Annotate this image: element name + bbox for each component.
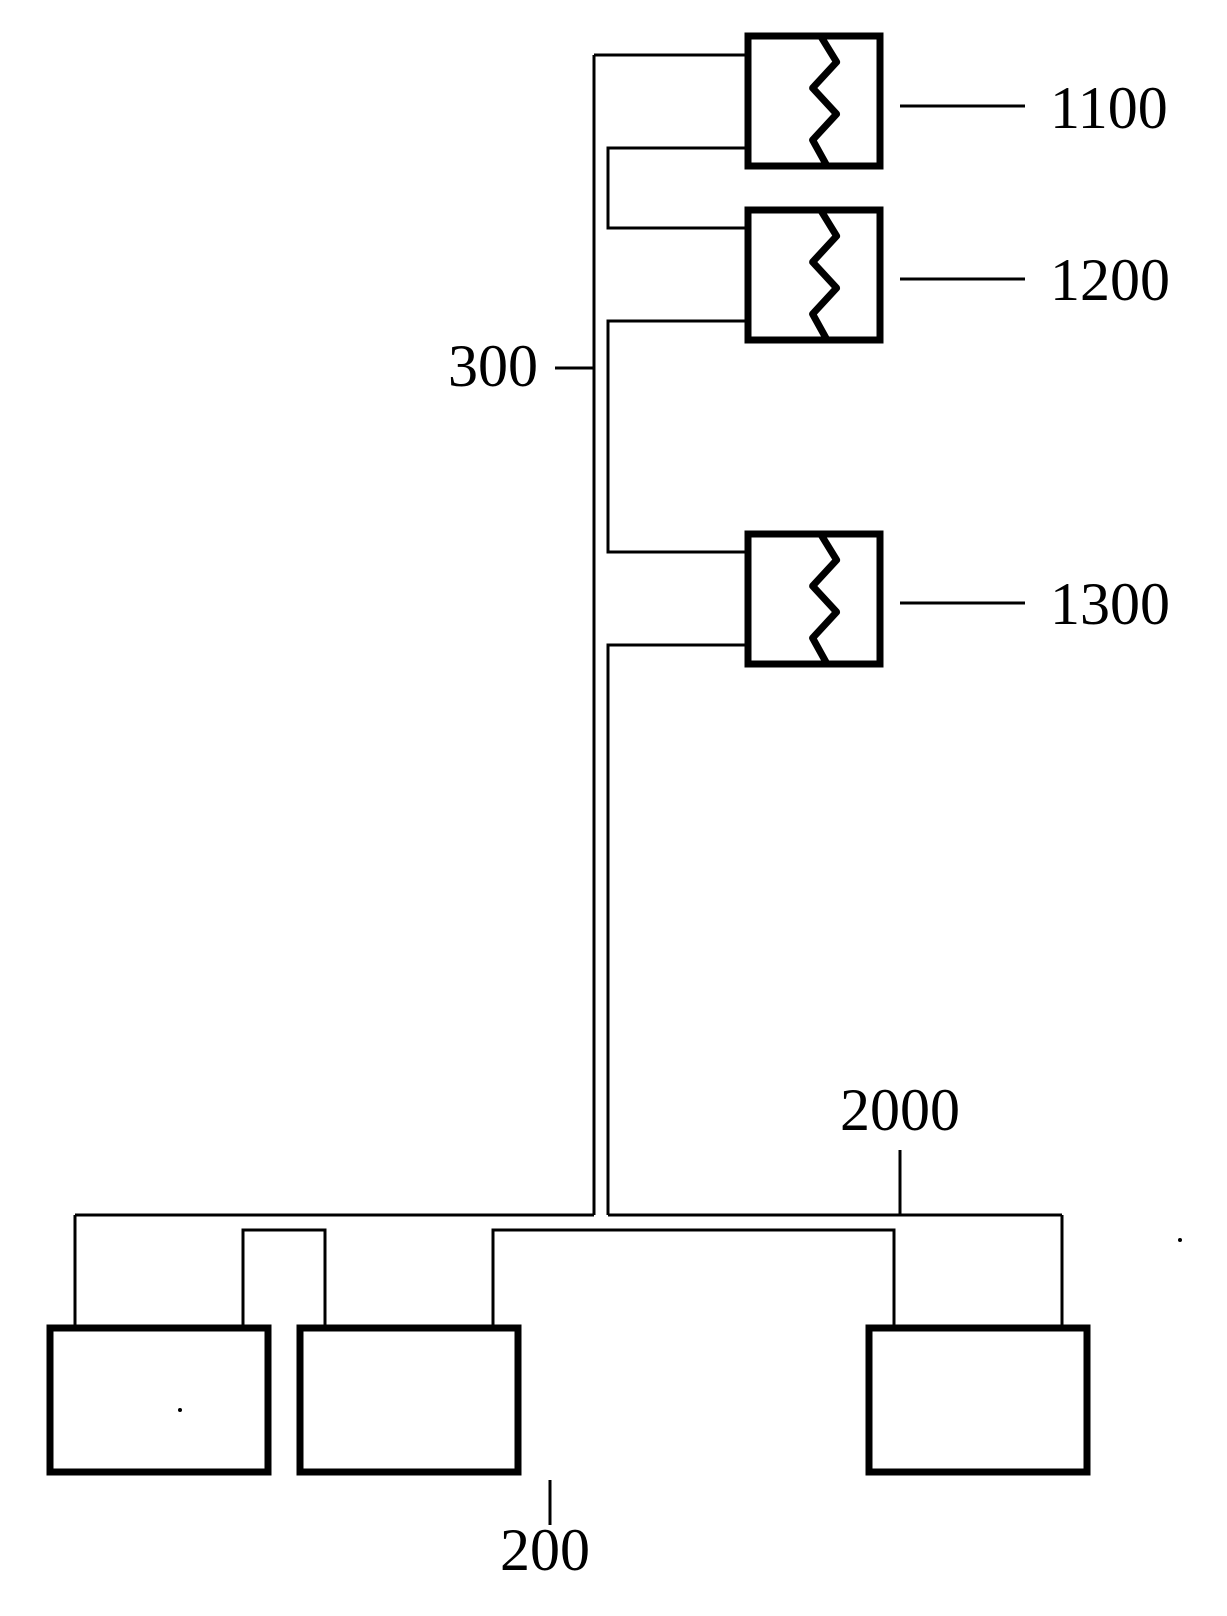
label-2000: 2000 (840, 1077, 960, 1215)
bottom-module-3 (869, 1228, 1087, 1473)
module-label: 1100 (1050, 75, 1168, 141)
bottom-module-2 (300, 1228, 518, 1473)
break-zigzag (813, 534, 837, 664)
rail-opening (77, 1228, 242, 1233)
module-1200: 1200 (606, 210, 1171, 340)
label-200: 200 (500, 1480, 590, 1583)
module-1100: 1100 (606, 36, 1168, 166)
module-box (300, 1328, 518, 1472)
ref-label: 200 (500, 1517, 590, 1583)
bus-opening (606, 554, 611, 644)
rail-opening (896, 1228, 1061, 1233)
module-label: 1300 (1050, 571, 1170, 637)
ref-label: 2000 (840, 1077, 960, 1143)
rail-opening (327, 1228, 492, 1233)
ref-label: 300 (448, 333, 538, 399)
bus-opening (606, 230, 611, 320)
bus-opening (606, 57, 611, 147)
label-300: 300 (448, 333, 594, 399)
module-box (50, 1328, 268, 1472)
bottom-module-1 (50, 1228, 268, 1473)
scan-artifact-dot (178, 1408, 182, 1412)
break-zigzag (813, 36, 837, 166)
module-box (869, 1328, 1087, 1472)
scan-artifact-dot-2 (1178, 1238, 1182, 1242)
module-label: 1200 (1050, 247, 1170, 313)
module-1300: 1300 (606, 534, 1171, 664)
break-zigzag (813, 210, 837, 340)
